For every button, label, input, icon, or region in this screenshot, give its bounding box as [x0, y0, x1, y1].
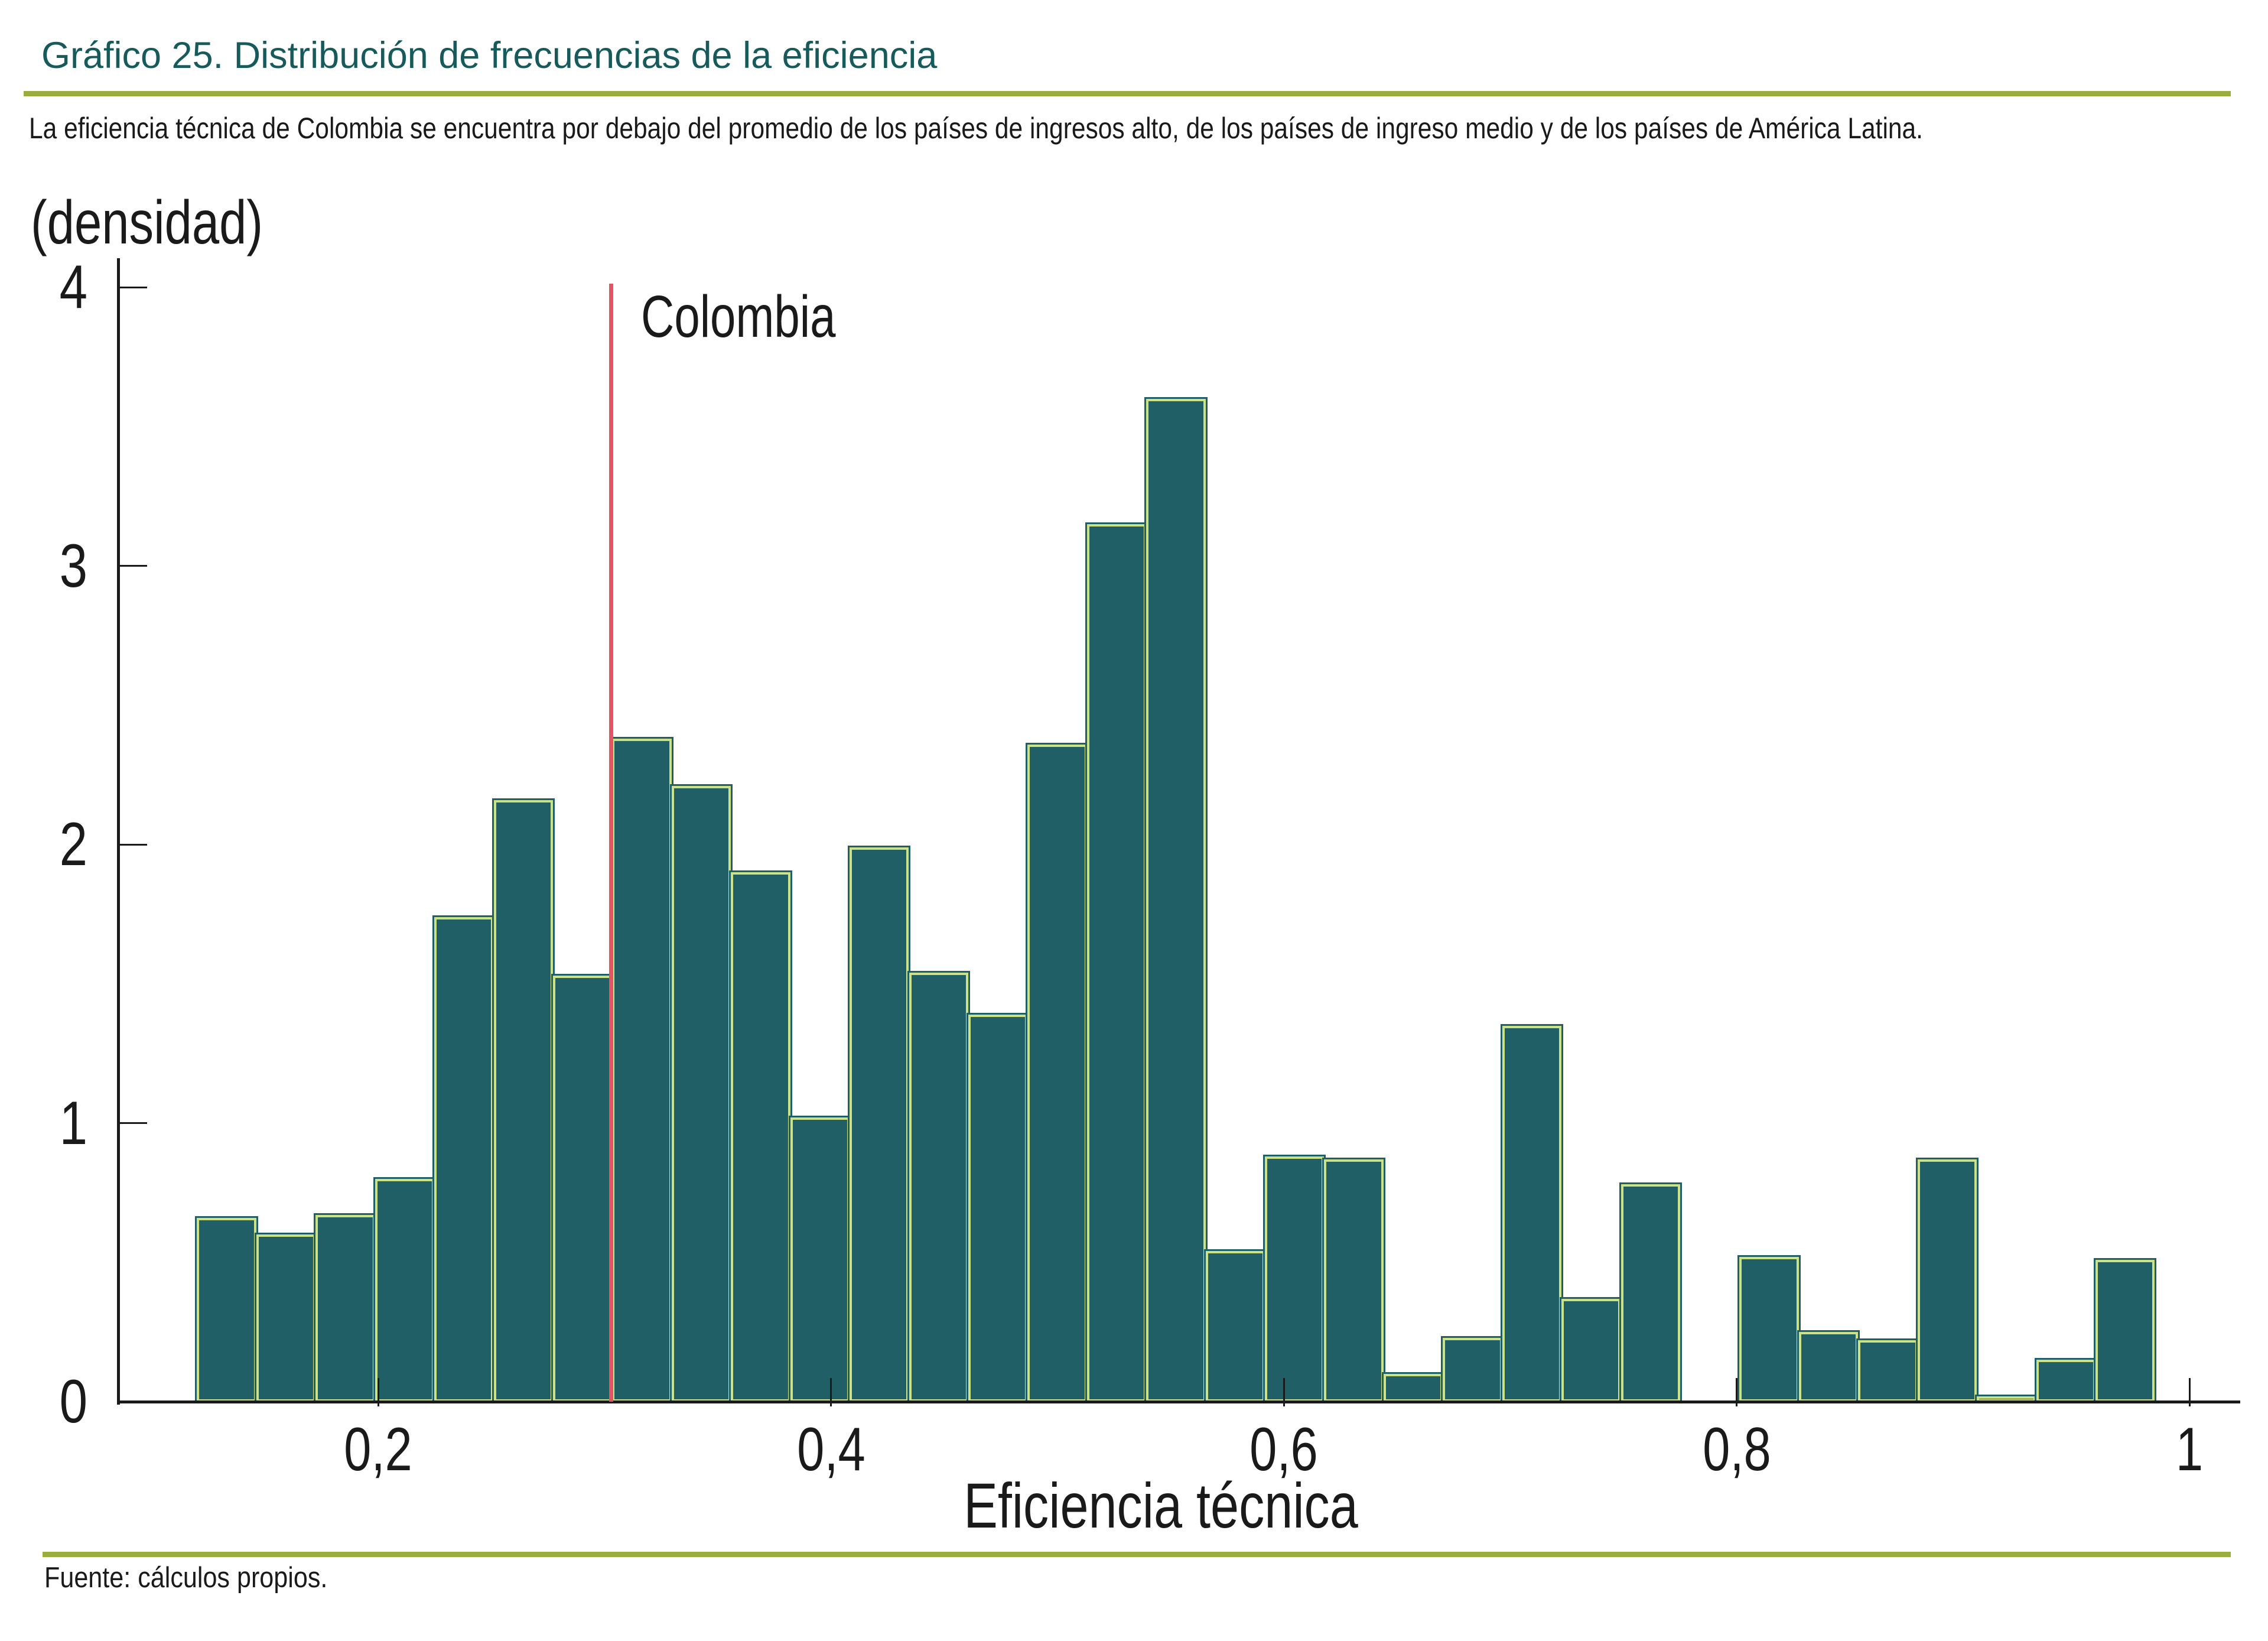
reference-line-label: Colombia — [641, 284, 836, 350]
histogram-bar — [1381, 1372, 1445, 1403]
figure-subtitle: La eficiencia técnica de Colombia se enc… — [29, 112, 1923, 145]
x-axis-tick — [1283, 1378, 1285, 1406]
y-tick-label: 1 — [59, 1088, 87, 1158]
histogram-bar — [907, 971, 970, 1403]
histogram-bar — [1619, 1182, 1682, 1403]
histogram-bar — [1856, 1338, 1919, 1403]
y-tick-label: 3 — [59, 531, 87, 600]
y-axis-line — [117, 258, 120, 1405]
histogram-bar — [1560, 1296, 1623, 1403]
histogram-bar — [1144, 397, 1208, 1403]
histogram-bar — [669, 784, 733, 1403]
histogram-bar — [966, 1012, 1030, 1403]
x-axis-title: Eficiencia técnica — [964, 1470, 1358, 1541]
header-divider-rule — [24, 91, 2231, 96]
x-tick-label: 0,6 — [1249, 1415, 1319, 1484]
y-axis-tick — [120, 286, 147, 288]
x-axis-tick — [377, 1378, 379, 1406]
x-axis-tick — [1736, 1378, 1738, 1406]
source-note: Fuente: cálculos propios. — [44, 1562, 328, 1594]
y-axis-tick — [120, 565, 147, 567]
histogram-bar — [1441, 1335, 1504, 1403]
histogram-bar — [551, 973, 614, 1403]
y-tick-label: 2 — [59, 810, 87, 879]
histogram-bar — [1026, 742, 1089, 1403]
x-axis-line — [117, 1400, 2240, 1403]
page-title: Gráfico 25. Distribución de frecuencias … — [41, 35, 938, 76]
histogram-bar — [1975, 1394, 2038, 1404]
histogram-bar — [373, 1177, 436, 1403]
histogram-bar — [1915, 1157, 1979, 1403]
histogram-bar — [314, 1213, 377, 1403]
y-axis-tick — [120, 843, 147, 846]
histogram-bar — [432, 915, 496, 1403]
y-axis-tick — [120, 1122, 147, 1125]
x-tick-label: 0,8 — [1702, 1415, 1771, 1484]
y-tick-label: 4 — [59, 253, 87, 322]
histogram-bar — [1262, 1155, 1326, 1403]
histogram-bar — [1085, 522, 1148, 1403]
histogram-bar — [254, 1233, 318, 1403]
histogram-bar — [1797, 1330, 1860, 1403]
x-tick-label: 0,4 — [796, 1415, 865, 1484]
footer-divider-rule — [43, 1552, 2231, 1557]
x-axis-tick — [830, 1378, 832, 1406]
x-tick-label: 0,2 — [344, 1415, 412, 1484]
histogram-bar — [847, 845, 911, 1403]
histogram-bar — [1500, 1023, 1564, 1403]
x-tick-label: 1 — [2176, 1415, 2204, 1484]
histogram-bar — [788, 1116, 851, 1403]
x-axis-tick — [2188, 1378, 2191, 1406]
histogram-bar — [1737, 1255, 1801, 1403]
histogram-bar — [2034, 1358, 2097, 1403]
reference-line-colombia — [609, 284, 614, 1402]
histogram-bar — [2093, 1257, 2157, 1403]
histogram-bar — [492, 798, 555, 1403]
histogram-bar — [610, 737, 673, 1403]
y-axis-title: (densidad) — [31, 189, 263, 257]
histogram-bar — [729, 870, 792, 1403]
histogram-bar — [195, 1216, 258, 1403]
y-tick-label: 0 — [59, 1367, 87, 1436]
histogram-bar — [1322, 1157, 1385, 1403]
histogram-bar — [1203, 1249, 1267, 1403]
